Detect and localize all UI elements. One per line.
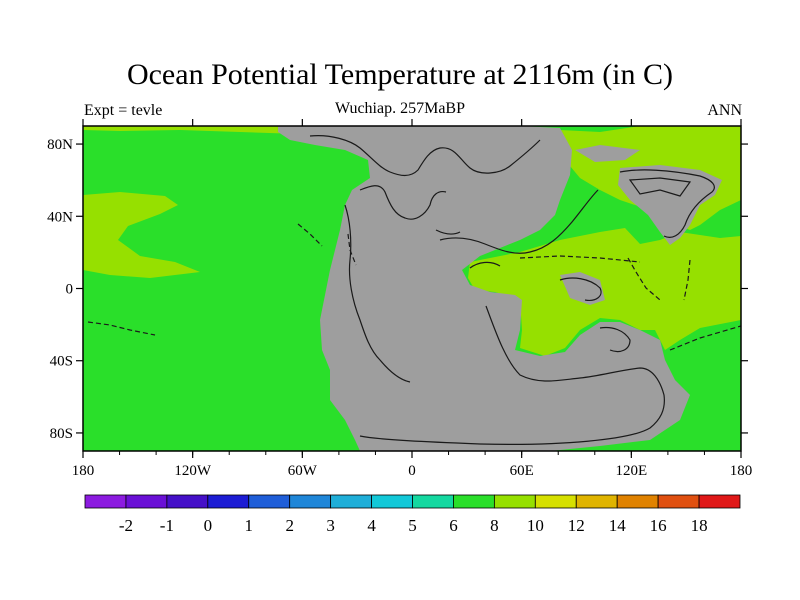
x-tick-label: 60E [510, 463, 534, 479]
colorbar-label: 10 [527, 516, 544, 535]
ocean-cooler-region-tethys [468, 228, 741, 356]
colorbar-label: 6 [449, 516, 458, 535]
y-tick-label: 80S [50, 426, 73, 442]
colorbar-label: 12 [568, 516, 585, 535]
colorbar-box [330, 494, 372, 509]
colorbar-box [657, 494, 700, 509]
ocean-cooler-region-pacific-west-band [83, 192, 200, 278]
y-tick-label: 40N [47, 209, 73, 225]
colorbar-box [84, 494, 127, 509]
x-tick-label: 60W [288, 463, 318, 479]
colorbar-box [248, 494, 291, 509]
colorbar-label: -2 [119, 516, 133, 535]
colorbar-box [166, 494, 209, 509]
season-label: ANN [707, 102, 742, 119]
coastlines [309, 135, 715, 445]
dashed-contours [87, 223, 741, 351]
colorbar-box [698, 494, 741, 509]
experiment-label: Expt = tevle [84, 102, 163, 119]
colorbar-box [371, 494, 413, 509]
x-tick-label: 180 [730, 463, 753, 479]
x-tick-label: 120W [174, 463, 212, 479]
colorbar-box [412, 494, 454, 509]
colorbar-label: 4 [367, 516, 376, 535]
y-tick-label: 0 [66, 282, 74, 298]
x-tick-label: 0 [408, 463, 416, 479]
colorbar-box [125, 494, 168, 509]
y-tick-label: 80N [47, 137, 73, 153]
map-title: Ocean Potential Temperature at 2116m (in… [126, 58, 674, 91]
colorbar-box [616, 494, 659, 509]
colorbar-label: -1 [160, 516, 174, 535]
colorbar-label: 2 [285, 516, 294, 535]
colorbar-label: 0 [204, 516, 213, 535]
colorbar-box [453, 494, 495, 509]
y-tick-label: 40S [50, 354, 73, 370]
map-subtitle: Wuchiap. 257MaBP [334, 100, 465, 117]
y-axis: 80S 40S 0 40N 80N [47, 137, 748, 442]
colorbar-box [289, 494, 332, 509]
colorbar-label: 5 [408, 516, 417, 535]
colorbar-box [575, 494, 618, 509]
colorbar-label: 8 [490, 516, 499, 535]
land-arctic-shelf [575, 145, 640, 162]
x-axis: 180 120W 60W 0 60E 120E 180 [72, 119, 753, 479]
land-pangaea [278, 126, 690, 451]
x-tick-label: 180 [72, 463, 95, 479]
colorbar-label: 16 [650, 516, 667, 535]
colorbar-box [493, 494, 536, 509]
colorbar-box [207, 494, 250, 509]
map-field [83, 126, 741, 451]
land-small-islands [560, 272, 605, 305]
colorbar-label: 18 [691, 516, 708, 535]
colorbar-label: 3 [326, 516, 335, 535]
land-east-block [618, 165, 722, 245]
colorbar: -2 -1 0 1 2 3 4 5 6 8 10 12 14 16 18 [84, 494, 741, 535]
colorbar-label: 14 [609, 516, 627, 535]
colorbar-box [534, 494, 577, 509]
colorbar-label: 1 [245, 516, 254, 535]
x-tick-label: 120E [615, 463, 647, 479]
